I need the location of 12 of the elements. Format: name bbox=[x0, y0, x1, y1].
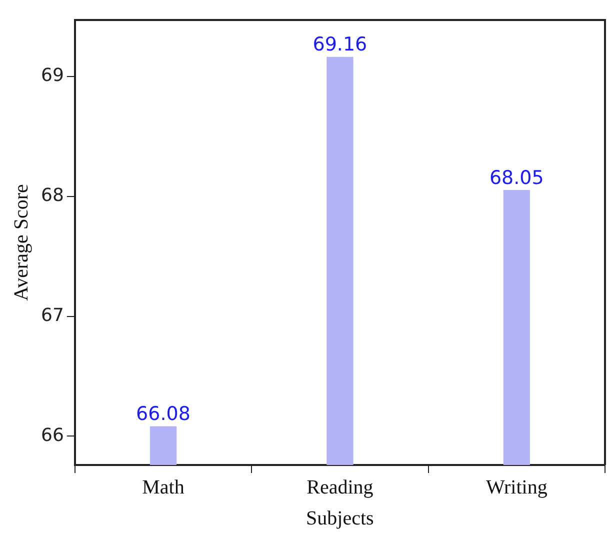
x-tick-label: Math bbox=[142, 476, 184, 498]
data-label: 66.08 bbox=[136, 403, 190, 426]
y-tick-label: 68 bbox=[41, 184, 64, 206]
x-tick-label: Writing bbox=[486, 476, 548, 498]
y-tick-label: 69 bbox=[41, 65, 64, 86]
data-label: 69.16 bbox=[312, 34, 368, 56]
x-axis-title: Subjects bbox=[306, 507, 374, 530]
data-label: 68.05 bbox=[489, 166, 544, 189]
y-tick-label: 66 bbox=[41, 424, 64, 446]
y-tick-label: 67 bbox=[41, 304, 64, 326]
y-axis-title: Average Score bbox=[10, 184, 32, 301]
x-tick-label: Reading bbox=[306, 476, 374, 498]
